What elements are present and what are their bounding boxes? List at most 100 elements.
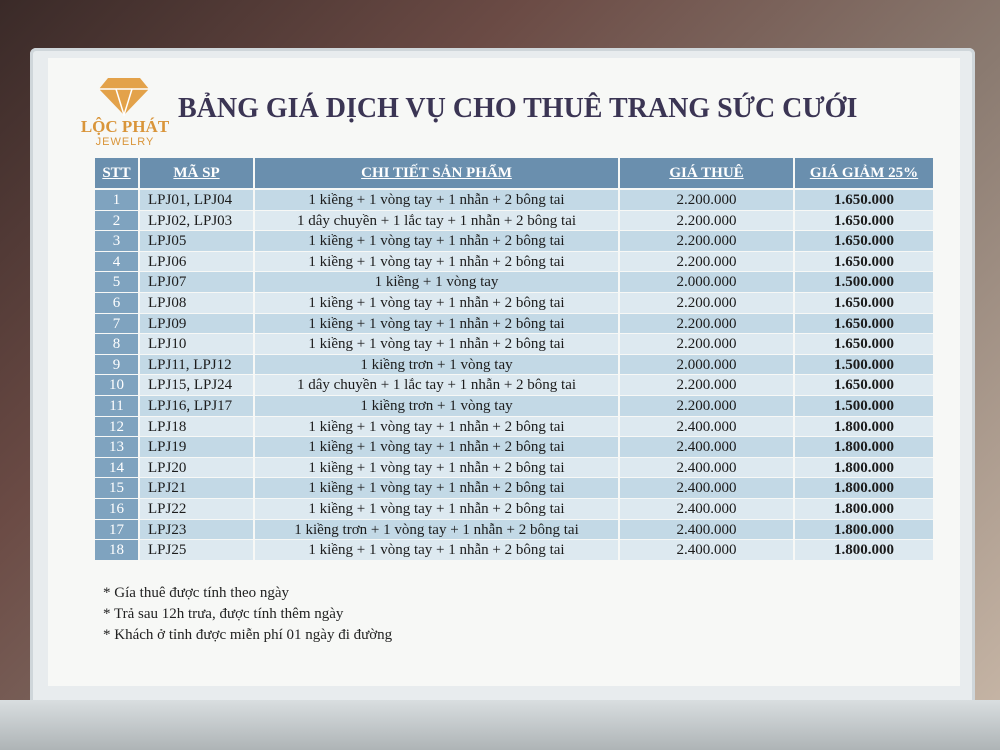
column-header: CHI TIẾT SẢN PHẨM xyxy=(255,158,618,188)
rental-price: 2.200.000 xyxy=(620,293,793,313)
product-detail: 1 kiềng + 1 vòng tay + 1 nhẫn + 2 bông t… xyxy=(255,190,618,210)
product-code: LPJ15, LPJ24 xyxy=(140,375,253,395)
stt: 1 xyxy=(95,190,138,210)
product-code: LPJ20 xyxy=(140,457,253,478)
note: * Trả sau 12h trưa, được tính thêm ngày xyxy=(103,606,344,622)
product-code: LPJ08 xyxy=(140,293,253,313)
product-code: LPJ09 xyxy=(140,313,253,334)
product-code: LPJ21 xyxy=(140,478,253,498)
rental-price: 2.000.000 xyxy=(620,354,793,375)
stt: 18 xyxy=(95,540,138,560)
product-code: LPJ18 xyxy=(140,416,253,437)
rental-price: 2.400.000 xyxy=(620,437,793,457)
discount-price: 1.650.000 xyxy=(795,313,933,334)
product-code: LPJ10 xyxy=(140,334,253,354)
product-detail: 1 kiềng trơn + 1 vòng tay xyxy=(255,354,618,375)
discount-price: 1.800.000 xyxy=(795,499,933,519)
product-detail: 1 dây chuyền + 1 lắc tay + 1 nhẫn + 2 bô… xyxy=(255,375,618,395)
stt: 3 xyxy=(95,231,138,251)
product-detail: 1 kiềng + 1 vòng tay + 1 nhẫn + 2 bông t… xyxy=(255,334,618,354)
product-detail: 1 kiềng trơn + 1 vòng tay + 1 nhẫn + 2 b… xyxy=(255,519,618,540)
product-code: LPJ11, LPJ12 xyxy=(140,354,253,375)
stt: 9 xyxy=(95,354,138,375)
note: * Khách ở tỉnh được miễn phí 01 ngày đi … xyxy=(103,627,393,643)
column-header: STT xyxy=(95,158,138,188)
rental-price: 2.400.000 xyxy=(620,478,793,498)
product-code: LPJ06 xyxy=(140,251,253,272)
discount-price: 1.500.000 xyxy=(795,272,933,292)
product-detail: 1 kiềng + 1 vòng tay + 1 nhẫn + 2 bông t… xyxy=(255,457,618,478)
discount-price: 1.650.000 xyxy=(795,190,933,210)
product-code: LPJ01, LPJ04 xyxy=(140,190,253,210)
rental-price: 2.200.000 xyxy=(620,231,793,251)
column-header: GIÁ GIẢM 25% xyxy=(795,158,933,188)
stt: 16 xyxy=(95,499,138,519)
product-detail: 1 kiềng + 1 vòng tay + 1 nhẫn + 2 bông t… xyxy=(255,416,618,437)
stt: 11 xyxy=(95,396,138,416)
discount-price: 1.650.000 xyxy=(795,334,933,354)
rental-price: 2.200.000 xyxy=(620,396,793,416)
column-header: GIÁ THUÊ xyxy=(620,158,793,188)
stt: 12 xyxy=(95,416,138,437)
stt: 5 xyxy=(95,272,138,292)
rental-price: 2.400.000 xyxy=(620,457,793,478)
note: * Gía thuê được tính theo ngày xyxy=(103,585,290,601)
discount-price: 1.800.000 xyxy=(795,457,933,478)
product-code: LPJ19 xyxy=(140,437,253,457)
logo-name: LỘC PHÁT xyxy=(80,117,170,136)
stt: 2 xyxy=(95,210,138,231)
product-code: LPJ25 xyxy=(140,540,253,560)
discount-price: 1.650.000 xyxy=(795,251,933,272)
rental-price: 2.400.000 xyxy=(620,540,793,560)
discount-price: 1.800.000 xyxy=(795,416,933,437)
discount-price: 1.800.000 xyxy=(795,519,933,540)
stt: 10 xyxy=(95,375,138,395)
stt: 17 xyxy=(95,519,138,540)
product-detail: 1 kiềng + 1 vòng tay + 1 nhẫn + 2 bông t… xyxy=(255,293,618,313)
discount-price: 1.800.000 xyxy=(795,437,933,457)
stt: 7 xyxy=(95,313,138,334)
logo-subtitle: JEWELRY xyxy=(95,136,155,148)
rental-price: 2.400.000 xyxy=(620,519,793,540)
product-detail: 1 dây chuyền + 1 lắc tay + 1 nhẫn + 2 bô… xyxy=(255,210,618,231)
rental-price: 2.200.000 xyxy=(620,334,793,354)
product-code: LPJ23 xyxy=(140,519,253,540)
discount-price: 1.800.000 xyxy=(795,540,933,560)
stt: 8 xyxy=(95,334,138,354)
rental-price: 2.400.000 xyxy=(620,416,793,437)
logo-diamond xyxy=(99,78,149,116)
stt: 4 xyxy=(95,251,138,272)
product-code: LPJ02, LPJ03 xyxy=(140,210,253,231)
product-code: LPJ07 xyxy=(140,272,253,292)
discount-price: 1.650.000 xyxy=(795,231,933,251)
column-header: MÃ SP xyxy=(140,158,253,188)
stt: 13 xyxy=(95,437,138,457)
product-code: LPJ05 xyxy=(140,231,253,251)
discount-price: 1.650.000 xyxy=(795,375,933,395)
product-code: LPJ22 xyxy=(140,499,253,519)
product-code: LPJ16, LPJ17 xyxy=(140,396,253,416)
discount-price: 1.650.000 xyxy=(795,210,933,231)
rental-price: 2.200.000 xyxy=(620,210,793,231)
stand-base xyxy=(0,700,1000,750)
rental-price: 2.200.000 xyxy=(620,313,793,334)
stt: 15 xyxy=(95,478,138,498)
rental-price: 2.400.000 xyxy=(620,499,793,519)
product-detail: 1 kiềng + 1 vòng tay + 1 nhẫn + 2 bông t… xyxy=(255,478,618,498)
product-detail: 1 kiềng + 1 vòng tay + 1 nhẫn + 2 bông t… xyxy=(255,540,618,560)
stt: 14 xyxy=(95,457,138,478)
discount-price: 1.650.000 xyxy=(795,293,933,313)
discount-price: 1.500.000 xyxy=(795,354,933,375)
product-detail: 1 kiềng + 1 vòng tay + 1 nhẫn + 2 bông t… xyxy=(255,437,618,457)
rental-price: 2.200.000 xyxy=(620,251,793,272)
product-detail: 1 kiềng + 1 vòng tay + 1 nhẫn + 2 bông t… xyxy=(255,499,618,519)
product-detail: 1 kiềng + 1 vòng tay + 1 nhẫn + 2 bông t… xyxy=(255,251,618,272)
rental-price: 2.200.000 xyxy=(620,190,793,210)
discount-price: 1.500.000 xyxy=(795,396,933,416)
product-detail: 1 kiềng + 1 vòng tay + 1 nhẫn + 2 bông t… xyxy=(255,231,618,251)
rental-price: 2.200.000 xyxy=(620,375,793,395)
rental-price: 2.000.000 xyxy=(620,272,793,292)
product-detail: 1 kiềng + 1 vòng tay xyxy=(255,272,618,292)
product-detail: 1 kiềng trơn + 1 vòng tay xyxy=(255,396,618,416)
